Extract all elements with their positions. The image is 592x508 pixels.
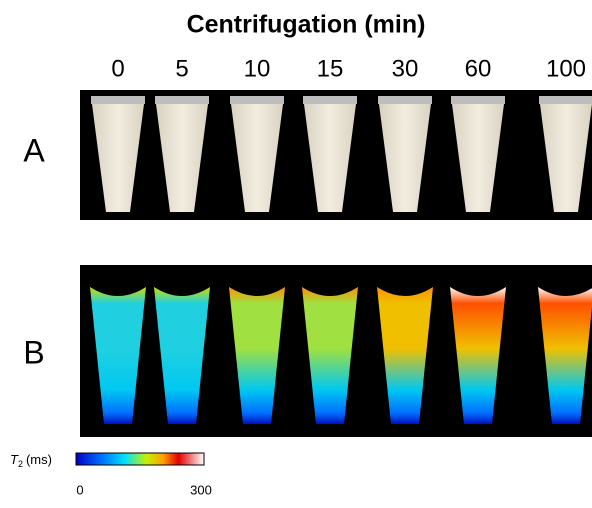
tube-cap bbox=[451, 96, 505, 104]
column-label: 100 bbox=[546, 55, 586, 82]
row-label: A bbox=[23, 132, 45, 168]
colorbar-min: 0 bbox=[76, 482, 83, 497]
column-label: 30 bbox=[392, 55, 419, 82]
column-label: 15 bbox=[317, 55, 344, 82]
tube-cap bbox=[91, 96, 145, 104]
tube-photo bbox=[379, 104, 431, 212]
colorbar bbox=[75, 452, 205, 466]
tube-cap bbox=[230, 96, 284, 104]
column-label: 60 bbox=[465, 55, 492, 82]
tube-t2 bbox=[229, 287, 285, 424]
colorbar-max: 300 bbox=[190, 482, 212, 497]
tube-cap bbox=[155, 96, 209, 104]
column-label: 5 bbox=[175, 55, 188, 82]
tube-t2 bbox=[154, 287, 210, 424]
tube-cap bbox=[539, 96, 592, 104]
title: Centrifugation (min) bbox=[187, 11, 426, 39]
tube-photo bbox=[540, 104, 592, 212]
column-label: 10 bbox=[244, 55, 271, 82]
tube-t2 bbox=[450, 287, 506, 424]
tube-t2 bbox=[377, 287, 433, 424]
tube-t2 bbox=[90, 287, 146, 424]
row-label: B bbox=[23, 334, 44, 370]
tube-photo bbox=[231, 104, 283, 212]
colorbar-label: T2 (ms) bbox=[10, 452, 52, 469]
column-label: 0 bbox=[111, 55, 124, 82]
tube-t2 bbox=[538, 287, 592, 424]
tube-t2 bbox=[302, 287, 358, 424]
tube-photo bbox=[304, 104, 356, 212]
tube-photo bbox=[92, 104, 144, 212]
tube-cap bbox=[378, 96, 432, 104]
tube-photo bbox=[452, 104, 504, 212]
tube-photo bbox=[156, 104, 208, 212]
tube-cap bbox=[303, 96, 357, 104]
